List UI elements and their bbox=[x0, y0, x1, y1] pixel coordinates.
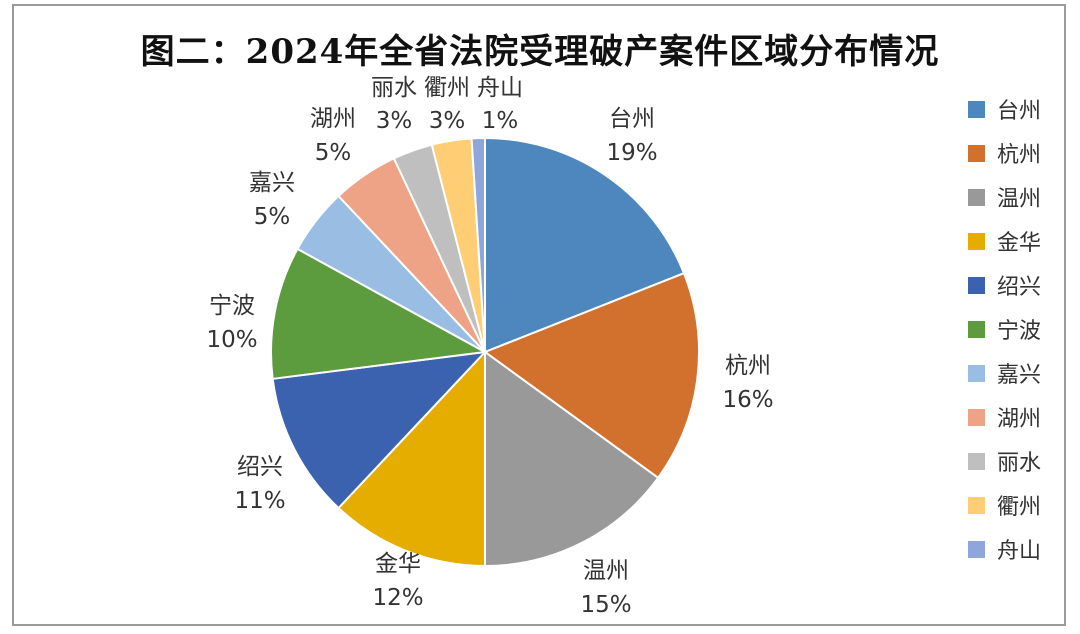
legend-label: 绍兴 bbox=[997, 275, 1042, 300]
legend-swatch bbox=[968, 276, 985, 294]
legend-item: 温州 bbox=[968, 182, 1041, 212]
legend-swatch bbox=[968, 188, 985, 206]
slice-percent-label: 15% bbox=[580, 592, 631, 618]
pie-slice-2 bbox=[484, 350, 660, 568]
legend-label: 衢州 bbox=[997, 495, 1042, 520]
legend-label: 温州 bbox=[997, 187, 1042, 212]
legend-swatch bbox=[968, 232, 985, 250]
legend-label: 宁波 bbox=[997, 319, 1042, 344]
slice-name-label: 湖州 bbox=[310, 106, 356, 132]
legend-label: 金华 bbox=[997, 231, 1042, 256]
legend-swatch bbox=[968, 364, 985, 382]
slice-name-label: 杭州 bbox=[725, 353, 771, 379]
pie-labels: 台州 19% 杭州 16% 温州 15% 金华 12% 绍兴 11% 宁波 10% 嘉兴 5% 湖州 5% 丽水… bbox=[206, 75, 773, 618]
pie-slice-10 bbox=[470, 136, 486, 353]
slice-name-label: 台州 bbox=[609, 106, 655, 132]
slice-percent-label: 3% bbox=[429, 108, 466, 134]
slice-percent-label: 1% bbox=[482, 108, 519, 134]
legend-item: 金华 bbox=[968, 226, 1041, 256]
slice-percent-label: 5% bbox=[254, 204, 291, 230]
legend-label: 舟山 bbox=[997, 539, 1042, 564]
legend-swatch bbox=[968, 496, 985, 514]
legend-item: 舟山 bbox=[968, 534, 1041, 564]
pie-slice-4 bbox=[271, 350, 488, 510]
legend-item: 丽水 bbox=[968, 446, 1041, 476]
pie-slice-0 bbox=[484, 136, 686, 354]
legend-label: 嘉兴 bbox=[997, 363, 1042, 388]
legend-swatch bbox=[968, 408, 985, 426]
legend-swatch bbox=[968, 100, 985, 118]
legend-label: 湖州 bbox=[997, 407, 1042, 432]
legend-item: 绍兴 bbox=[968, 270, 1041, 300]
slice-percent-label: 19% bbox=[606, 140, 657, 166]
slice-name-label: 舟山 bbox=[477, 75, 523, 101]
slice-name-label: 温州 bbox=[583, 558, 629, 584]
slice-name-label: 丽水 bbox=[371, 75, 417, 101]
slice-name-label: 衢州 bbox=[424, 75, 470, 101]
slice-name-label: 金华 bbox=[375, 551, 421, 577]
slice-name-label: 宁波 bbox=[209, 293, 255, 319]
chart-title: 图二：2024年全省法院受理破产案件区域分布情况 bbox=[140, 32, 940, 72]
legend-swatch bbox=[968, 144, 985, 162]
legend-swatch bbox=[968, 540, 985, 558]
legend-item: 台州 bbox=[968, 94, 1041, 124]
slice-name-label: 绍兴 bbox=[237, 454, 283, 480]
slice-name-label: 嘉兴 bbox=[249, 170, 295, 196]
legend-swatch bbox=[968, 452, 985, 470]
pie-slice-3 bbox=[337, 349, 486, 568]
slice-percent-label: 12% bbox=[372, 585, 423, 611]
legend-label: 台州 bbox=[997, 99, 1042, 124]
slice-percent-label: 11% bbox=[234, 488, 285, 514]
legend-item: 杭州 bbox=[968, 138, 1041, 168]
legend-item: 嘉兴 bbox=[968, 358, 1041, 388]
slice-percent-label: 5% bbox=[315, 140, 352, 166]
pie-slices bbox=[270, 136, 700, 568]
legend-label: 丽水 bbox=[997, 451, 1042, 476]
pie-slice-5 bbox=[270, 247, 489, 380]
slice-percent-label: 16% bbox=[722, 387, 773, 413]
slice-percent-label: 3% bbox=[376, 108, 413, 134]
legend-item: 宁波 bbox=[968, 314, 1041, 344]
slice-percent-label: 10% bbox=[206, 327, 257, 353]
legend-swatch bbox=[968, 320, 985, 338]
legend-item: 湖州 bbox=[968, 402, 1041, 432]
pie-slice-1 bbox=[482, 271, 700, 480]
legend-label: 杭州 bbox=[997, 143, 1042, 168]
legend-item: 衢州 bbox=[968, 490, 1041, 520]
